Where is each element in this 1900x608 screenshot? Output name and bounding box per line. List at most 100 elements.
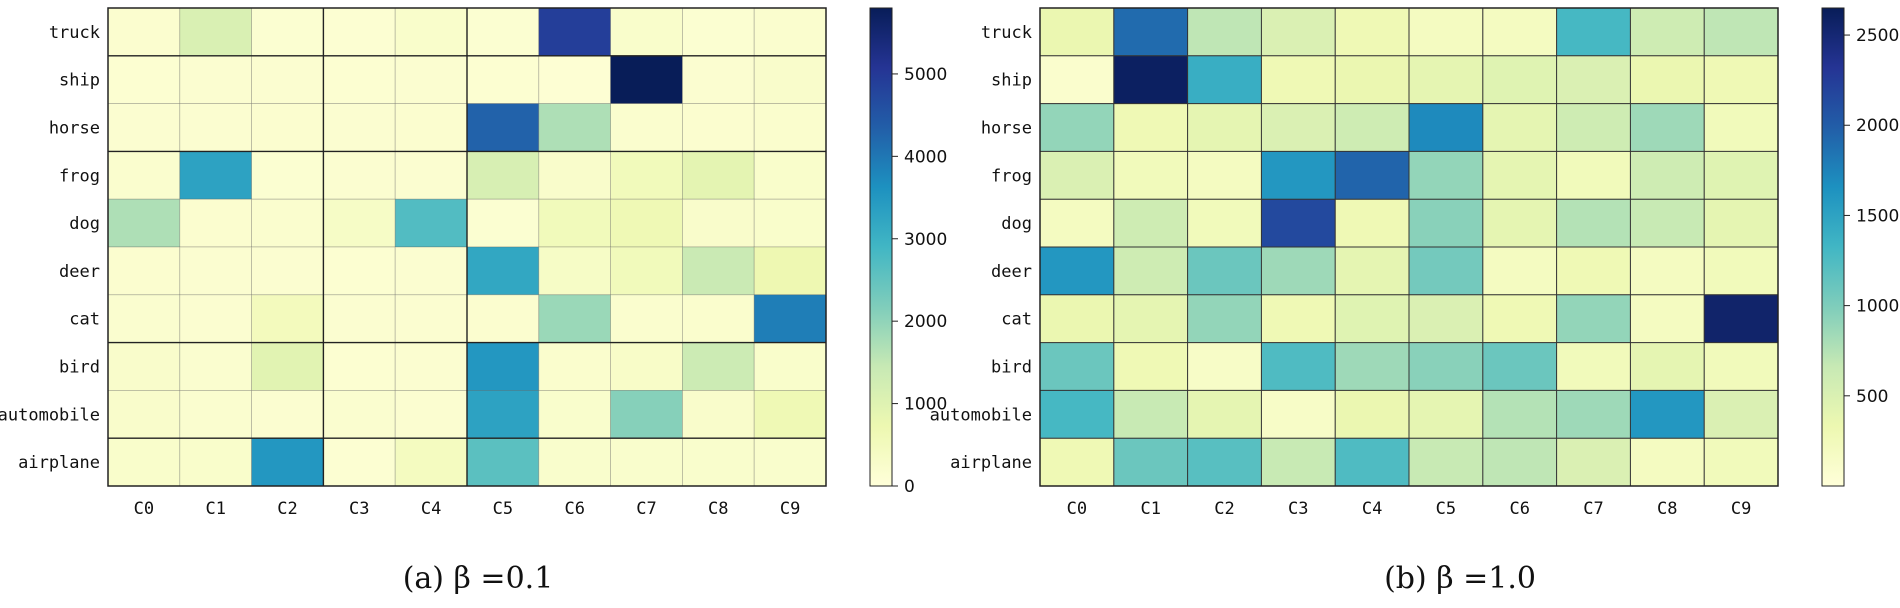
heatmap-cell xyxy=(1556,7,1631,57)
heatmap-cell xyxy=(322,150,396,200)
heatmap-cell xyxy=(1039,103,1115,152)
heatmap-cell xyxy=(251,246,324,296)
heatmap-cell xyxy=(682,103,755,152)
heatmap-cell xyxy=(1261,103,1336,152)
heatmap-cell xyxy=(466,198,540,248)
heatmap-cell xyxy=(1334,198,1410,248)
heatmap-cell xyxy=(1334,246,1410,296)
heatmap-cell xyxy=(107,55,181,104)
heatmap-cell xyxy=(251,7,324,57)
colorbar-tick-label: 1000 xyxy=(904,395,947,415)
heatmap-cell xyxy=(1482,7,1558,57)
y-tick-label: bird xyxy=(59,358,100,378)
heatmap-cell xyxy=(1630,103,1705,152)
heatmap-cell xyxy=(1482,55,1558,104)
heatmap-cell xyxy=(538,7,611,57)
heatmap-cell xyxy=(394,294,468,343)
colorbar: 500 1000 1500 2000 2500 xyxy=(1821,7,1899,487)
heatmap-cell xyxy=(682,342,755,391)
heatmap-cell xyxy=(1703,55,1779,104)
heatmap-cell xyxy=(1187,437,1262,487)
heatmap-cell xyxy=(1261,437,1336,487)
x-tick-label: C4 xyxy=(1362,499,1382,519)
heatmap-cell xyxy=(1187,342,1262,391)
heatmap-cell xyxy=(1261,342,1336,391)
heatmap-cell xyxy=(610,246,683,296)
heatmap-cell xyxy=(1630,150,1705,200)
x-tick-label: C0 xyxy=(134,499,154,519)
x-tick-label: C0 xyxy=(1067,499,1087,519)
heatmap-cell xyxy=(1039,437,1115,487)
heatmap-cell xyxy=(1113,342,1189,391)
heatmap-cell xyxy=(610,198,683,248)
heatmap-cell xyxy=(1482,294,1558,343)
heatmap-cell xyxy=(322,198,396,248)
heatmap-cell xyxy=(682,55,755,104)
heatmap-cell xyxy=(753,294,827,343)
y-tick-label: automobile xyxy=(0,405,100,425)
heatmap-cell xyxy=(1187,294,1262,343)
colorbar-tick-label: 4000 xyxy=(904,147,947,167)
heatmap-cell xyxy=(1408,103,1484,152)
heatmap-cell xyxy=(1703,150,1779,200)
heatmap-cell xyxy=(322,294,396,343)
heatmap-cell xyxy=(753,103,827,152)
heatmap-cell xyxy=(1482,389,1558,439)
y-tick-label: airplane xyxy=(950,453,1032,473)
heatmap-cell xyxy=(610,389,683,439)
heatmap-cell xyxy=(1039,150,1115,200)
heatmap-cell xyxy=(394,150,468,200)
heatmap-cell xyxy=(394,246,468,296)
colorbar-tick-label: 2000 xyxy=(1856,116,1899,136)
heatmap-cell xyxy=(610,342,683,391)
heatmap-cell xyxy=(1113,55,1189,104)
heatmap-cell xyxy=(1703,437,1779,487)
heatmap-cell xyxy=(682,7,755,57)
heatmap-cell xyxy=(251,437,324,487)
heatmap-cell xyxy=(1556,150,1631,200)
heatmap-cell xyxy=(1408,389,1484,439)
heatmap-cell xyxy=(1187,103,1262,152)
heatmap-cell xyxy=(753,437,827,487)
heatmap-cell xyxy=(1630,294,1705,343)
x-tick-label: C3 xyxy=(1288,499,1308,519)
colorbar-tick-label: 1500 xyxy=(1856,206,1899,226)
heatmap-cell xyxy=(1039,389,1115,439)
heatmap-cell xyxy=(107,103,181,152)
heatmap-cell xyxy=(1556,55,1631,104)
heatmap-cell xyxy=(1703,246,1779,296)
y-tick-label: deer xyxy=(59,262,100,282)
heatmap-cell xyxy=(1408,55,1484,104)
heatmap-cell xyxy=(394,342,468,391)
heatmap-cell xyxy=(1556,437,1631,487)
heatmap-cell xyxy=(466,55,540,104)
heatmap-cell xyxy=(1187,7,1262,57)
x-tick-label: C5 xyxy=(1436,499,1456,519)
heatmap-cell xyxy=(1113,198,1189,248)
heatmap-cell xyxy=(1039,246,1115,296)
heatmap-cell xyxy=(1261,246,1336,296)
heatmap-cell xyxy=(753,198,827,248)
x-tick-label: C6 xyxy=(1509,499,1529,519)
heatmap-cell xyxy=(538,342,611,391)
y-tick-label: ship xyxy=(59,71,100,91)
heatmap-cell xyxy=(1703,294,1779,343)
heatmap-cell xyxy=(1261,389,1336,439)
x-tick-label: C5 xyxy=(493,499,513,519)
heatmap-cell xyxy=(1187,150,1262,200)
heatmap-cell xyxy=(1630,437,1705,487)
heatmap-cell xyxy=(466,389,540,439)
y-tick-label: truck xyxy=(981,23,1032,43)
y-tick-label: cat xyxy=(69,310,100,330)
heatmap-cell xyxy=(1187,198,1262,248)
colorbar-tick-label: 500 xyxy=(1856,387,1888,407)
colorbar: 0 1000 2000 3000 4000 5000 xyxy=(869,7,947,497)
colorbar-ticks: 0 1000 2000 3000 4000 5000 xyxy=(892,65,947,497)
heatmap-cell xyxy=(322,103,396,152)
y-tick-label: horse xyxy=(49,119,100,139)
heatmap-cell xyxy=(1556,294,1631,343)
heatmap-cell xyxy=(107,150,181,200)
y-axis-labels: truck ship horse frog dog deer cat bird automobi… xyxy=(0,23,100,473)
x-tick-label: C6 xyxy=(564,499,584,519)
